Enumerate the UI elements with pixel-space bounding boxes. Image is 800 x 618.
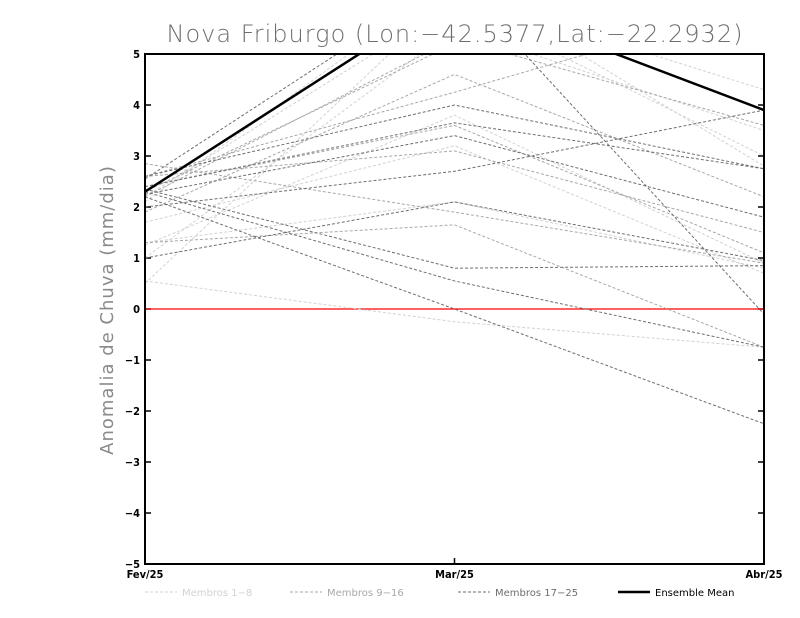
- member-line-1-1: [145, 280, 764, 348]
- member-line-3-1: [145, 188, 764, 269]
- x-axis-ticks: Fev/25 Mar/25 Abr/25: [127, 558, 783, 581]
- plot-frame: [144, 53, 765, 565]
- y-tick-label: 2: [133, 201, 140, 214]
- y-tick-label: −5: [125, 558, 140, 571]
- member-lines: [145, 54, 764, 425]
- member-line-1-5: [145, 54, 764, 284]
- member-line-3-3: [145, 109, 764, 208]
- y-tick-label: −2: [125, 405, 140, 418]
- legend-label: Membros 1−8: [182, 588, 252, 599]
- y-tick-label: 5: [133, 48, 140, 61]
- ensemble-mean-line: [145, 54, 764, 193]
- member-line-2-3: [145, 54, 764, 198]
- y-tick-label: −1: [125, 354, 140, 367]
- member-line-3-9: [145, 191, 764, 348]
- y-tick-label: 1: [133, 252, 140, 265]
- x-tick-label: Mar/25: [435, 568, 474, 581]
- member-line-1-2: [145, 201, 764, 269]
- ensemble-mean-group: [145, 54, 764, 193]
- member-line-2-2: [145, 54, 589, 177]
- member-line-3-4: [145, 104, 764, 177]
- y-tick-label: 3: [133, 150, 140, 163]
- legend-label: Membros 9−16: [327, 588, 404, 599]
- member-line-2-6: [145, 150, 764, 233]
- member-line-3-5: [145, 135, 764, 218]
- y-tick-label: −4: [125, 507, 140, 520]
- legend-label: Ensemble Mean: [655, 588, 734, 599]
- x-tick-label: Fev/25: [127, 568, 164, 581]
- member-line-1-7: [145, 145, 764, 274]
- member-line-1-6: [145, 54, 764, 198]
- member-line-3-2: [145, 201, 764, 262]
- chart-title: Nova Friburgo (Lon:−42.5377,Lat:−22.2932…: [167, 20, 744, 48]
- member-line-2-8: [145, 124, 764, 254]
- member-line-1-8: [145, 54, 764, 259]
- legend-label: Membros 17−25: [495, 588, 578, 599]
- member-line-2-1: [145, 224, 764, 348]
- y-tick-label: −3: [125, 456, 140, 469]
- member-line-1-4: [145, 114, 764, 264]
- y-axis-label: Anomalia de Chuva (mm/dia): [97, 165, 118, 455]
- y-tick-label: 0: [133, 303, 140, 316]
- member-line-1-3: [145, 54, 764, 203]
- member-line-3-6: [145, 122, 764, 188]
- member-line-2-7: [145, 73, 764, 213]
- y-tick-label: 4: [133, 99, 140, 112]
- legend: Membros 1−8 Membros 9−16 Membros 17−25 Ense…: [145, 588, 734, 599]
- member-line-2-4: [145, 163, 764, 264]
- x-tick-label: Abr/25: [745, 568, 782, 581]
